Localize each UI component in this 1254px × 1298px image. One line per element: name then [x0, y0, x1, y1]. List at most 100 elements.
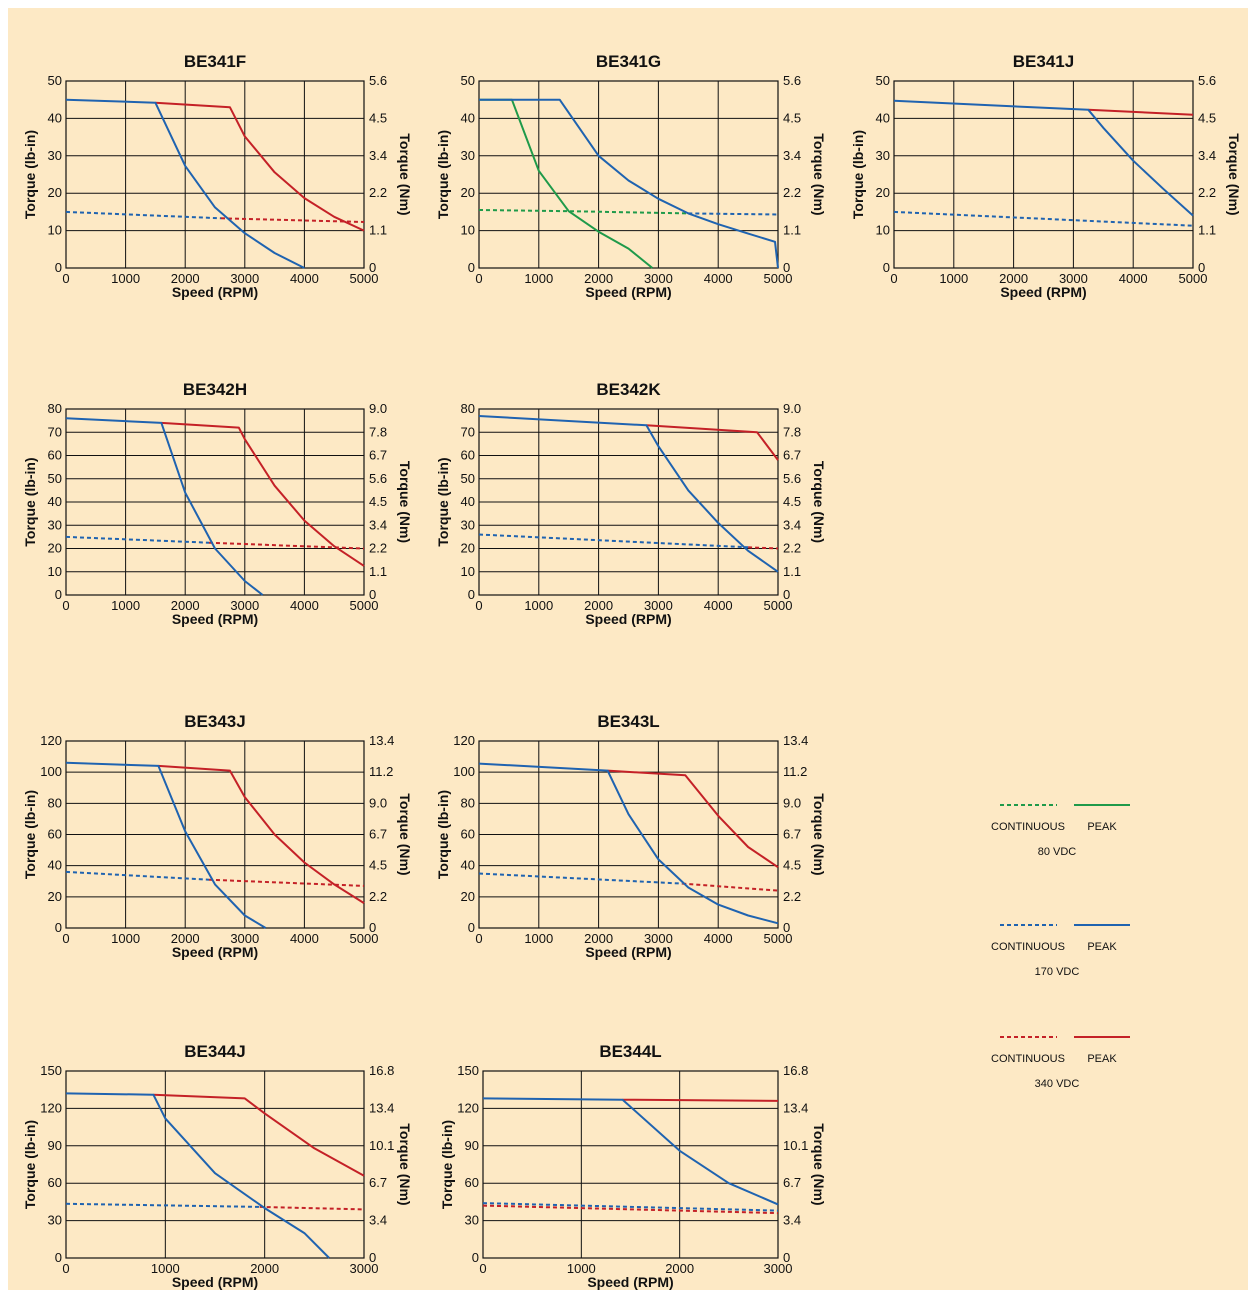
- y2-tick-label: 1.1: [369, 223, 387, 238]
- x-tick-label: 1000: [524, 931, 553, 946]
- y-tick-label: 20: [461, 541, 475, 556]
- x-tick-label: 0: [890, 271, 897, 286]
- y2-axis-label: Torque (Nm): [811, 793, 827, 875]
- legend-peak-label: PEAK: [1087, 941, 1117, 953]
- chart-title: BE341G: [596, 52, 661, 71]
- y2-tick-label: 4.5: [783, 858, 801, 873]
- y-tick-label: 80: [48, 795, 62, 810]
- y2-tick-label: 2.2: [369, 541, 387, 556]
- legend-170vdc: CONTINUOUS PEAK 170 VDC: [991, 924, 1130, 978]
- series-170vdc-continuous: [688, 212, 779, 216]
- y-tick-label: 50: [48, 73, 62, 88]
- y-tick-label: 60: [461, 448, 475, 463]
- x-tick-label: 4000: [704, 271, 733, 286]
- x-tick-label: 4000: [1119, 271, 1148, 286]
- legend-340vdc: CONTINUOUS PEAK 340 VDC: [991, 1036, 1130, 1090]
- x-tick-label: 2000: [250, 1261, 279, 1276]
- y2-tick-label: 4.5: [1198, 110, 1216, 125]
- series-340vdc-continuous: [220, 217, 365, 223]
- y-tick-label: 0: [55, 1250, 62, 1265]
- y-tick-label: 70: [461, 424, 475, 439]
- x-tick-label: 0: [62, 931, 69, 946]
- series-170vdc-continuous: [65, 535, 210, 544]
- series-340vdc-peak: [622, 1098, 779, 1102]
- y-tick-label: 10: [461, 564, 475, 579]
- y-tick-label: 40: [48, 494, 62, 509]
- x-tick-label: 3000: [764, 1261, 793, 1276]
- y2-tick-label: 9.0: [369, 795, 387, 810]
- series-340vdc-peak: [153, 1093, 365, 1177]
- x-tick-label: 3000: [230, 931, 259, 946]
- y-tick-label: 0: [468, 260, 475, 275]
- y2-tick-label: 11.2: [783, 764, 807, 779]
- series-340vdc-peak: [646, 424, 779, 461]
- y2-tick-label: 7.8: [783, 424, 801, 439]
- y2-tick-label: 6.7: [369, 1175, 387, 1190]
- y2-tick-label: 0: [369, 260, 376, 275]
- series-170vdc-peak: [482, 1097, 779, 1206]
- y2-tick-label: 0: [369, 587, 376, 602]
- y2-tick-label: 3.4: [783, 1213, 801, 1228]
- y-tick-label: 80: [461, 795, 475, 810]
- y-tick-label: 30: [461, 148, 475, 163]
- y2-tick-label: 7.8: [369, 424, 387, 439]
- y2-tick-label: 11.2: [369, 764, 393, 779]
- y2-tick-label: 16.8: [369, 1063, 394, 1078]
- y2-tick-label: 5.6: [369, 73, 387, 88]
- series-170vdc-continuous: [478, 533, 749, 549]
- series-170vdc-peak: [65, 98, 305, 269]
- y2-tick-label: 1.1: [369, 564, 387, 579]
- y2-axis-label: Torque (Nm): [397, 1123, 413, 1205]
- y-tick-label: 0: [883, 260, 890, 275]
- series-170vdc-peak: [478, 415, 779, 573]
- y-axis-label: Torque (lb-in): [439, 1120, 455, 1209]
- series-170vdc-peak: [893, 99, 1194, 217]
- x-tick-label: 4000: [290, 931, 319, 946]
- series-340vdc-peak: [607, 769, 779, 869]
- y2-tick-label: 10.1: [369, 1138, 394, 1153]
- x-tick-label: 1000: [151, 1261, 180, 1276]
- x-tick-label: 5000: [764, 271, 793, 286]
- y-tick-label: 30: [48, 148, 62, 163]
- x-tick-label: 2000: [665, 1261, 694, 1276]
- chart-panel: BE341F 0 1000 2000 3000 4000 5000 0 10 20 30 40 50 0 1…: [8, 8, 1248, 1290]
- x-tick-label: 1000: [939, 271, 968, 286]
- legend-voltage-label: 340 VDC: [1035, 1078, 1080, 1090]
- x-tick-label: 1000: [567, 1261, 596, 1276]
- y2-tick-label: 0: [783, 587, 790, 602]
- y-tick-label: 120: [457, 1100, 479, 1115]
- y2-tick-label: 5.6: [369, 471, 387, 486]
- legend-voltage-label: 80 VDC: [1038, 846, 1077, 858]
- y-axis-label: Torque (lb-in): [435, 790, 451, 879]
- x-tick-label: 4000: [704, 931, 733, 946]
- series-340vdc-peak: [161, 421, 365, 567]
- x-axis-label: Speed (RPM): [172, 944, 258, 960]
- y2-axis-label: Torque (Nm): [811, 461, 827, 543]
- y2-tick-label: 3.4: [369, 1213, 387, 1228]
- y2-tick-label: 0: [369, 1250, 376, 1265]
- y2-tick-label: 9.0: [783, 795, 801, 810]
- y-axis-label: Torque (lb-in): [850, 130, 866, 219]
- x-tick-label: 5000: [764, 598, 793, 613]
- y2-tick-label: 2.2: [1198, 185, 1216, 200]
- y2-axis-label: Torque (Nm): [397, 461, 413, 543]
- chart-title: BE344J: [184, 1042, 245, 1061]
- y2-tick-label: 4.5: [783, 110, 801, 125]
- y-axis-label: Torque (lb-in): [435, 130, 451, 219]
- legend-voltage-label: 170 VDC: [1035, 966, 1080, 978]
- x-tick-label: 1000: [111, 931, 140, 946]
- x-tick-label: 1000: [111, 271, 140, 286]
- x-tick-label: 0: [475, 931, 482, 946]
- y-axis-label: Torque (lb-in): [22, 1120, 38, 1209]
- series-80vdc-continuous: [478, 209, 689, 215]
- legend-peak-label: PEAK: [1087, 821, 1117, 833]
- y2-tick-label: 13.4: [369, 733, 394, 748]
